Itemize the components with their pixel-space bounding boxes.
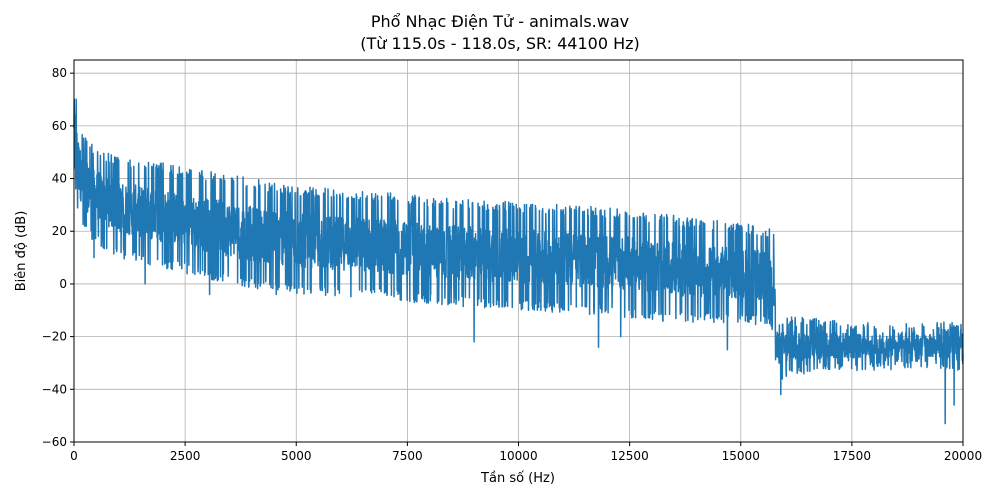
y-axis-ticks: −60 −40 −20 0 20 40 60 80: [42, 66, 74, 449]
y-tick-label: −60: [42, 435, 67, 449]
y-tick-label: 0: [59, 277, 67, 291]
x-axis-ticks: 0 2500 5000 7500 10000 12500 15000 17500 20000: [70, 442, 982, 463]
x-tick-label: 5000: [281, 449, 312, 463]
chart-title: Phổ Nhạc Điện Tử - animals.wav: [370, 12, 630, 31]
x-tick-label: 20000: [944, 449, 982, 463]
spectrum-line: [73, 98, 964, 425]
x-tick-label: 17500: [833, 449, 871, 463]
x-axis-label: Tần số (Hz): [480, 471, 555, 486]
x-tick-label: 15000: [722, 449, 760, 463]
x-tick-label: 7500: [392, 449, 423, 463]
x-tick-label: 0: [70, 449, 78, 463]
plot-area: [73, 98, 964, 425]
y-tick-label: 60: [52, 119, 67, 133]
y-tick-label: −20: [42, 330, 67, 344]
y-tick-label: 40: [52, 172, 67, 186]
x-tick-label: 10000: [499, 449, 537, 463]
y-tick-label: 80: [52, 66, 67, 80]
y-tick-label: −40: [42, 382, 67, 396]
x-tick-label: 2500: [170, 449, 201, 463]
x-tick-label: 12500: [611, 449, 649, 463]
y-tick-label: 20: [52, 224, 67, 238]
y-axis-label: Biên độ (dB): [14, 211, 29, 292]
chart-subtitle: (Từ 115.0s - 118.0s, SR: 44100 Hz): [360, 34, 640, 53]
